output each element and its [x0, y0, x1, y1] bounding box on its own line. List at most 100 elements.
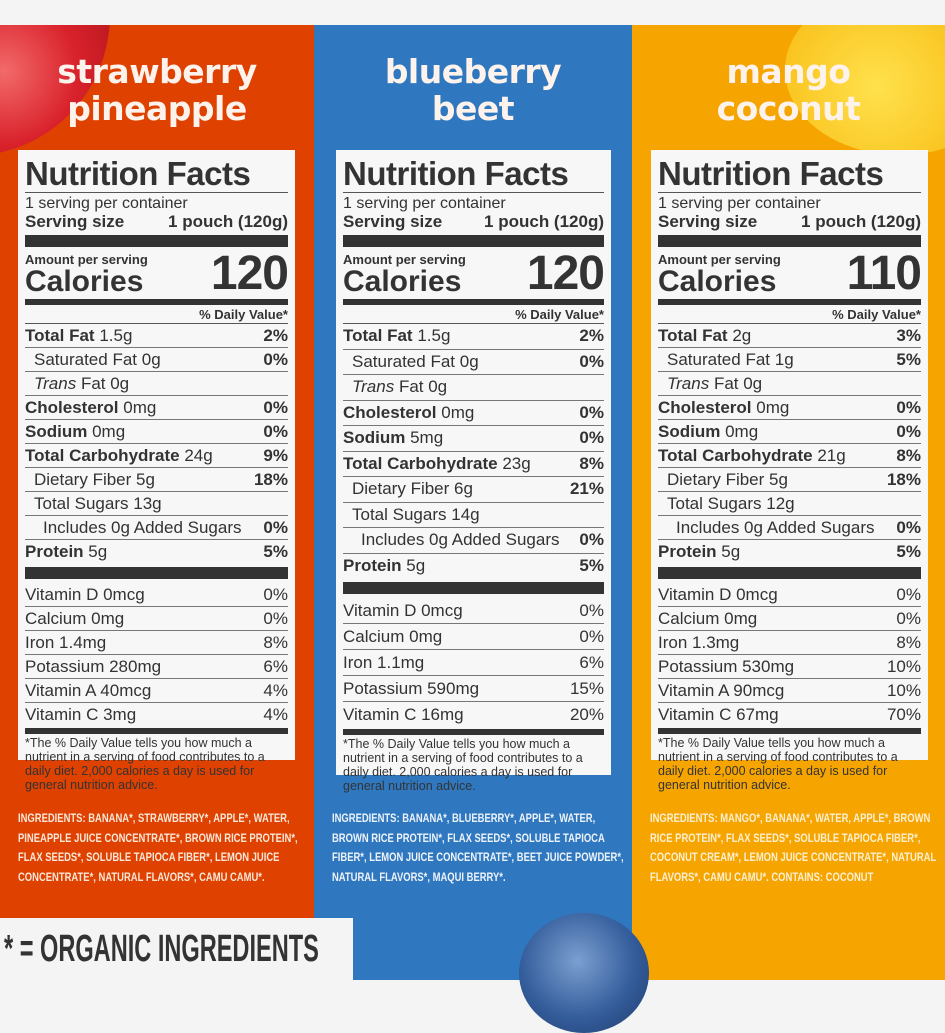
- vitamin-row: Calcium 0mg 0%: [658, 607, 921, 631]
- medium-divider: [658, 728, 921, 734]
- nutrient-row: Cholesterol 0mg 0%: [343, 401, 604, 426]
- nutrient-daily-value: 5%: [263, 542, 288, 561]
- nutrient-row: Sodium 0mg 0%: [658, 420, 921, 444]
- product-title-line1: mango: [726, 52, 851, 91]
- nutrient-row: Includes 0g Added Sugars 0%: [658, 516, 921, 540]
- nutrient-row: Protein 5g 5%: [658, 540, 921, 563]
- nutrient-name: Protein: [25, 542, 84, 561]
- nutrient-daily-value: 5%: [579, 555, 604, 575]
- servings-per-container: 1 serving per container: [25, 195, 188, 212]
- vitamin-name: Vitamin D 0mcg: [658, 585, 778, 604]
- servings-per-container: 1 serving per container: [658, 195, 821, 212]
- nutrient-amount: 5g: [769, 470, 788, 489]
- nutrient-amount: 13g: [133, 494, 162, 513]
- nutrient-row: Includes 0g Added Sugars 0%: [343, 528, 604, 554]
- vitamin-list: Vitamin D 0mcg 0% Calcium 0mg 0% Iron 1.3mg 8…: [658, 583, 921, 726]
- vitamin-daily-value: 70%: [886, 705, 921, 724]
- nutrient-daily-value: 18%: [253, 470, 288, 489]
- nutrient-row: Trans Fat 0g: [25, 372, 288, 396]
- product-title: blueberry beet: [314, 53, 632, 127]
- vitamin-row: Vitamin D 0mcg 0%: [658, 583, 921, 607]
- nutrient-amount: 1.5g: [99, 326, 133, 345]
- vitamin-daily-value: 8%: [263, 633, 288, 652]
- nutrient-name: Dietary Fiber: [667, 470, 765, 489]
- vitamin-daily-value: 4%: [263, 681, 288, 700]
- nutrient-amount: 5g: [406, 555, 426, 575]
- serving-size-value: 1 pouch (120g): [168, 212, 288, 231]
- product-title-line2: pineapple: [67, 89, 247, 128]
- amount-per-serving: Amount per serving: [343, 252, 466, 267]
- nutrient-name: Protein: [343, 555, 402, 575]
- medium-divider: [658, 299, 921, 305]
- vitamin-daily-value: 0%: [896, 609, 921, 628]
- serving-size-label: Serving size: [25, 212, 125, 231]
- product-panel-mango: mango coconut Nutrition Facts 1 serving …: [632, 25, 945, 980]
- vitamin-row: Vitamin A 90mcg 10%: [658, 679, 921, 703]
- daily-value-footnote: *The % Daily Value tells you how much a …: [658, 736, 898, 792]
- vitamin-name: Potassium 590mg: [343, 679, 480, 698]
- product-title: strawberry pineapple: [0, 53, 314, 127]
- nutrient-row: Trans Fat 0g: [658, 372, 921, 396]
- vitamin-daily-value: 0%: [896, 585, 921, 604]
- nutrient-name-group: Sodium 0mg: [25, 420, 125, 443]
- nutrient-amount: 24g: [184, 446, 213, 465]
- nutrient-row: Sodium 5mg 0%: [343, 426, 604, 452]
- nutrient-daily-value: 0%: [579, 530, 604, 549]
- nutrient-name: Trans: [34, 374, 77, 393]
- nutrient-daily-value: 8%: [579, 453, 604, 473]
- calories-label: Calories: [658, 265, 777, 298]
- vitamin-row: Potassium 280mg 6%: [25, 655, 288, 679]
- nutrient-name-group: Protein 5g: [343, 554, 425, 579]
- nutrient-name: Dietary Fiber: [34, 470, 132, 489]
- vitamin-name: Calcium 0mg: [658, 609, 758, 628]
- nutrient-daily-value: 0%: [263, 518, 288, 537]
- vitamin-daily-value: 6%: [263, 657, 288, 676]
- nutrient-name: Total Fat: [343, 326, 413, 345]
- nutrient-amount: 5g: [88, 542, 108, 561]
- vitamin-name: Vitamin A 90mcg: [658, 681, 785, 700]
- nutrient-row: Total Sugars 12g: [658, 492, 921, 516]
- nutrient-name: Total Fat: [25, 326, 95, 345]
- nutrient-daily-value: 21%: [569, 479, 604, 498]
- vitamin-daily-value: 6%: [579, 653, 604, 672]
- ingredients-text: INGREDIENTS: MANGO*, BANANA*, WATER, APP…: [650, 813, 937, 884]
- nutrient-row: Total Fat 1.5g 2%: [25, 324, 288, 348]
- nutrient-name-group: Saturated Fat 1g: [658, 348, 794, 371]
- serving-size-row: Serving size 1 pouch (120g): [25, 213, 288, 231]
- serving-size-value: 1 pouch (120g): [484, 212, 604, 231]
- medium-divider: [25, 728, 288, 734]
- vitamin-list: Vitamin D 0mcg 0% Calcium 0mg 0% Iron 1.1mg 6…: [343, 598, 604, 727]
- nutrient-name: Includes 0g Added Sugars: [43, 518, 242, 537]
- nutrient-daily-value: 0%: [896, 398, 921, 417]
- nutrient-name: Saturated Fat: [352, 351, 456, 371]
- nutrient-row: Total Fat 1.5g 2%: [343, 324, 604, 350]
- nutrient-name: Saturated Fat: [34, 350, 138, 369]
- vitamin-row: Iron 1.3mg 8%: [658, 631, 921, 655]
- vitamin-name: Potassium 530mg: [658, 657, 795, 676]
- vitamin-row: Vitamin C 67mg 70%: [658, 703, 921, 726]
- amount-per-serving: Amount per serving: [25, 252, 148, 267]
- nutrient-name-group: Total Carbohydrate 24g: [25, 444, 213, 467]
- nutrient-name-group: Cholesterol 0mg: [343, 401, 474, 426]
- thick-divider: [25, 567, 288, 579]
- nutrient-daily-value: 5%: [896, 542, 921, 561]
- nutrient-daily-value: 3%: [896, 326, 921, 345]
- nutrient-name-group: Saturated Fat 0g: [25, 348, 161, 371]
- nutrient-name-group: Total Fat 1.5g: [25, 324, 132, 347]
- nutrient-row: Saturated Fat 0g 0%: [343, 350, 604, 375]
- serving-size-value: 1 pouch (120g): [801, 212, 921, 231]
- nutrient-row: Cholesterol 0mg 0%: [25, 396, 288, 420]
- nutrient-name: Total Carbohydrate: [25, 446, 180, 465]
- nutrient-name: Includes 0g Added Sugars: [361, 530, 560, 549]
- nutrient-name: Protein: [658, 542, 717, 561]
- thick-divider: [25, 235, 288, 247]
- vitamin-name: Calcium 0mg: [343, 627, 443, 646]
- product-title-line1: blueberry: [384, 52, 562, 91]
- vitamin-daily-value: 0%: [263, 609, 288, 628]
- vitamin-row: Vitamin C 3mg 4%: [25, 703, 288, 726]
- calories-value: 110: [846, 247, 922, 300]
- daily-value-header: % Daily Value*: [343, 307, 604, 324]
- nutrient-row: Sodium 0mg 0%: [25, 420, 288, 444]
- nutrition-facts-title: Nutrition Facts: [25, 156, 288, 193]
- calories-row: Amount per serving Calories 120: [25, 250, 289, 298]
